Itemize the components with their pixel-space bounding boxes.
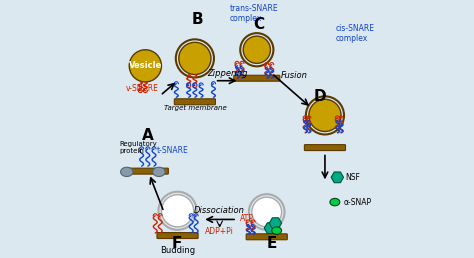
- Circle shape: [179, 42, 211, 75]
- Circle shape: [129, 50, 162, 82]
- Text: α-SNAP: α-SNAP: [344, 198, 372, 207]
- Text: Dissociation: Dissociation: [194, 206, 245, 215]
- Text: Fusion: Fusion: [281, 71, 308, 80]
- FancyBboxPatch shape: [234, 75, 280, 81]
- Text: ATP: ATP: [239, 214, 253, 223]
- Text: B: B: [191, 12, 203, 27]
- FancyBboxPatch shape: [174, 99, 216, 105]
- Circle shape: [162, 195, 194, 227]
- Text: F: F: [171, 236, 182, 251]
- Circle shape: [252, 197, 282, 227]
- Text: trans-SNARE
complex: trans-SNARE complex: [229, 4, 278, 23]
- Text: ADP+Pi: ADP+Pi: [205, 227, 234, 236]
- Text: v-SNARE: v-SNARE: [126, 84, 158, 93]
- FancyBboxPatch shape: [246, 234, 287, 240]
- Ellipse shape: [330, 198, 340, 206]
- Polygon shape: [331, 172, 344, 183]
- Polygon shape: [269, 218, 282, 229]
- Text: C: C: [253, 17, 264, 32]
- Text: Target membrane: Target membrane: [164, 105, 226, 111]
- Text: Budding: Budding: [160, 246, 195, 255]
- Text: t-SNARE: t-SNARE: [156, 146, 188, 155]
- Polygon shape: [264, 223, 277, 233]
- Text: Vesicle: Vesicle: [128, 61, 162, 70]
- Ellipse shape: [120, 167, 133, 176]
- Text: D: D: [314, 88, 327, 103]
- FancyBboxPatch shape: [157, 232, 198, 239]
- Text: Regulatory
protein: Regulatory protein: [119, 141, 157, 154]
- Circle shape: [243, 36, 271, 63]
- FancyBboxPatch shape: [127, 168, 168, 174]
- Text: A: A: [142, 128, 154, 143]
- Text: cis-SNARE
complex: cis-SNARE complex: [336, 24, 375, 43]
- Text: Zippering: Zippering: [207, 69, 247, 78]
- Text: NSF: NSF: [345, 173, 360, 182]
- Ellipse shape: [153, 167, 165, 176]
- Ellipse shape: [272, 227, 282, 234]
- Circle shape: [309, 99, 341, 132]
- Text: E: E: [267, 236, 277, 251]
- FancyBboxPatch shape: [304, 145, 346, 151]
